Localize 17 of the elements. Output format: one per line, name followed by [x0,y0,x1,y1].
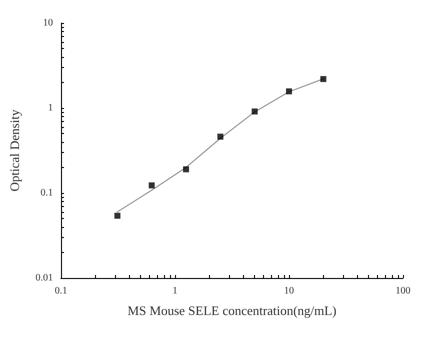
point [252,108,258,114]
point [217,134,224,140]
y-axis-title: Optical Density [7,109,22,192]
point [286,88,292,94]
y-tick-label: 10 [43,18,53,28]
x-tick-label: 10 [284,286,294,296]
y-tick-label: 0.1 [40,188,53,198]
x-tick-label: 100 [396,286,410,296]
point [114,212,120,219]
y-tick-label: 1 [48,102,53,114]
y-tick-label: 0.01 [36,272,53,284]
x-tick-label: 0.1 [54,286,68,296]
point [320,76,326,82]
x-axis-title: MS Mouse SELE concentration(ng/mL) [127,303,337,318]
x-tick-label: 1 [172,286,178,296]
point [183,166,190,172]
point [148,182,155,188]
